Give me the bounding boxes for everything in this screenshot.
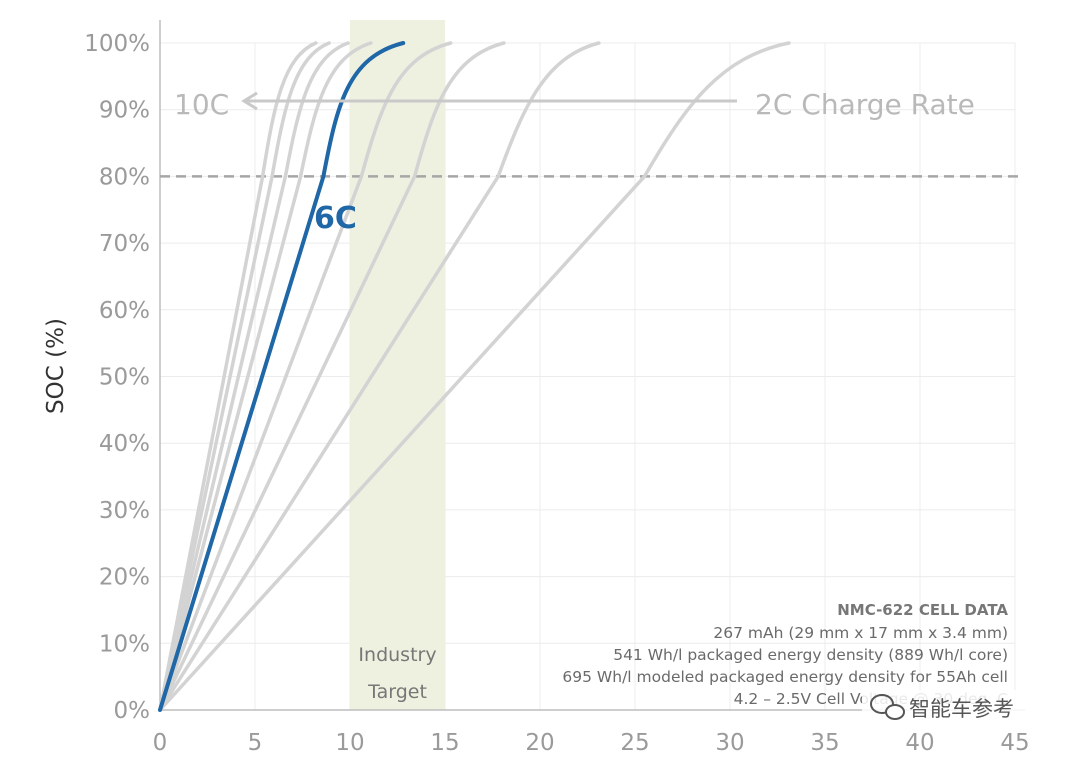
series-line-6	[158, 41, 506, 712]
x-tick-30: 30	[715, 730, 744, 756]
rate-arrow-head	[241, 91, 258, 111]
watermark: 智能车参考	[862, 690, 1044, 722]
industry-target-band-rect	[350, 20, 445, 710]
rate-label-10c: 10C	[174, 88, 229, 121]
watermark-text: 智能车参考	[909, 697, 1014, 721]
y-tick-80: 80%	[99, 164, 150, 190]
info-line-2: 541 Wh/l packaged energy density (889 Wh…	[613, 646, 1008, 664]
y-tick-10: 10%	[99, 631, 150, 657]
x-tick-45: 45	[1000, 730, 1029, 756]
info-title: NMC-622 CELL DATA	[837, 601, 1008, 619]
y-tick-0: 0%	[114, 698, 151, 724]
y-tick-30: 30%	[99, 498, 150, 524]
y-tick-50: 50%	[99, 365, 150, 391]
series-line-3	[158, 41, 373, 712]
info-line-1: 267 mAh (29 mm x 17 mm x 3.4 mm)	[713, 624, 1008, 642]
series-line-6c	[158, 41, 406, 712]
series-line-2c	[158, 41, 791, 712]
x-tick-35: 35	[810, 730, 839, 756]
y-axis-label: SOC (%)	[43, 318, 69, 414]
info-line-3: 695 Wh/l modeled packaged energy density…	[562, 668, 1008, 686]
y-tick-70: 70%	[99, 231, 150, 257]
x-tick-15: 15	[430, 730, 459, 756]
charge-rate-annotation: 10C 2C Charge Rate	[174, 88, 975, 121]
series-line-5	[158, 41, 453, 712]
y-tick-60: 60%	[99, 298, 150, 324]
series-line-1	[158, 41, 331, 712]
highlight-label-6c: 6C	[314, 201, 357, 236]
x-tick-10: 10	[335, 730, 364, 756]
industry-target-band: Industry Target	[350, 20, 445, 710]
industry-target-label-line2: Target	[367, 681, 427, 703]
y-tick-100: 100%	[84, 31, 150, 57]
wechat-icon	[870, 694, 905, 720]
watermark-backdrop	[862, 690, 1044, 722]
x-tick-5: 5	[248, 730, 263, 756]
series-line-2	[158, 41, 350, 712]
series-lines	[158, 41, 791, 712]
x-tick-20: 20	[525, 730, 554, 756]
y-tick-90: 90%	[99, 98, 150, 124]
x-tick-25: 25	[620, 730, 649, 756]
tick-labels: 0% 10% 20% 30% 40% 50% 60% 70% 80% 90% 100% 0 5 10 15 2…	[84, 31, 1029, 756]
x-tick-0: 0	[153, 730, 168, 756]
x-tick-40: 40	[905, 730, 934, 756]
y-tick-40: 40%	[99, 431, 150, 457]
series-line-7	[158, 41, 601, 712]
rate-label-2c: 2C Charge Rate	[755, 88, 975, 121]
series-line-10c	[158, 41, 318, 712]
industry-target-label-line1: Industry	[358, 644, 436, 666]
y-tick-20: 20%	[99, 565, 150, 591]
